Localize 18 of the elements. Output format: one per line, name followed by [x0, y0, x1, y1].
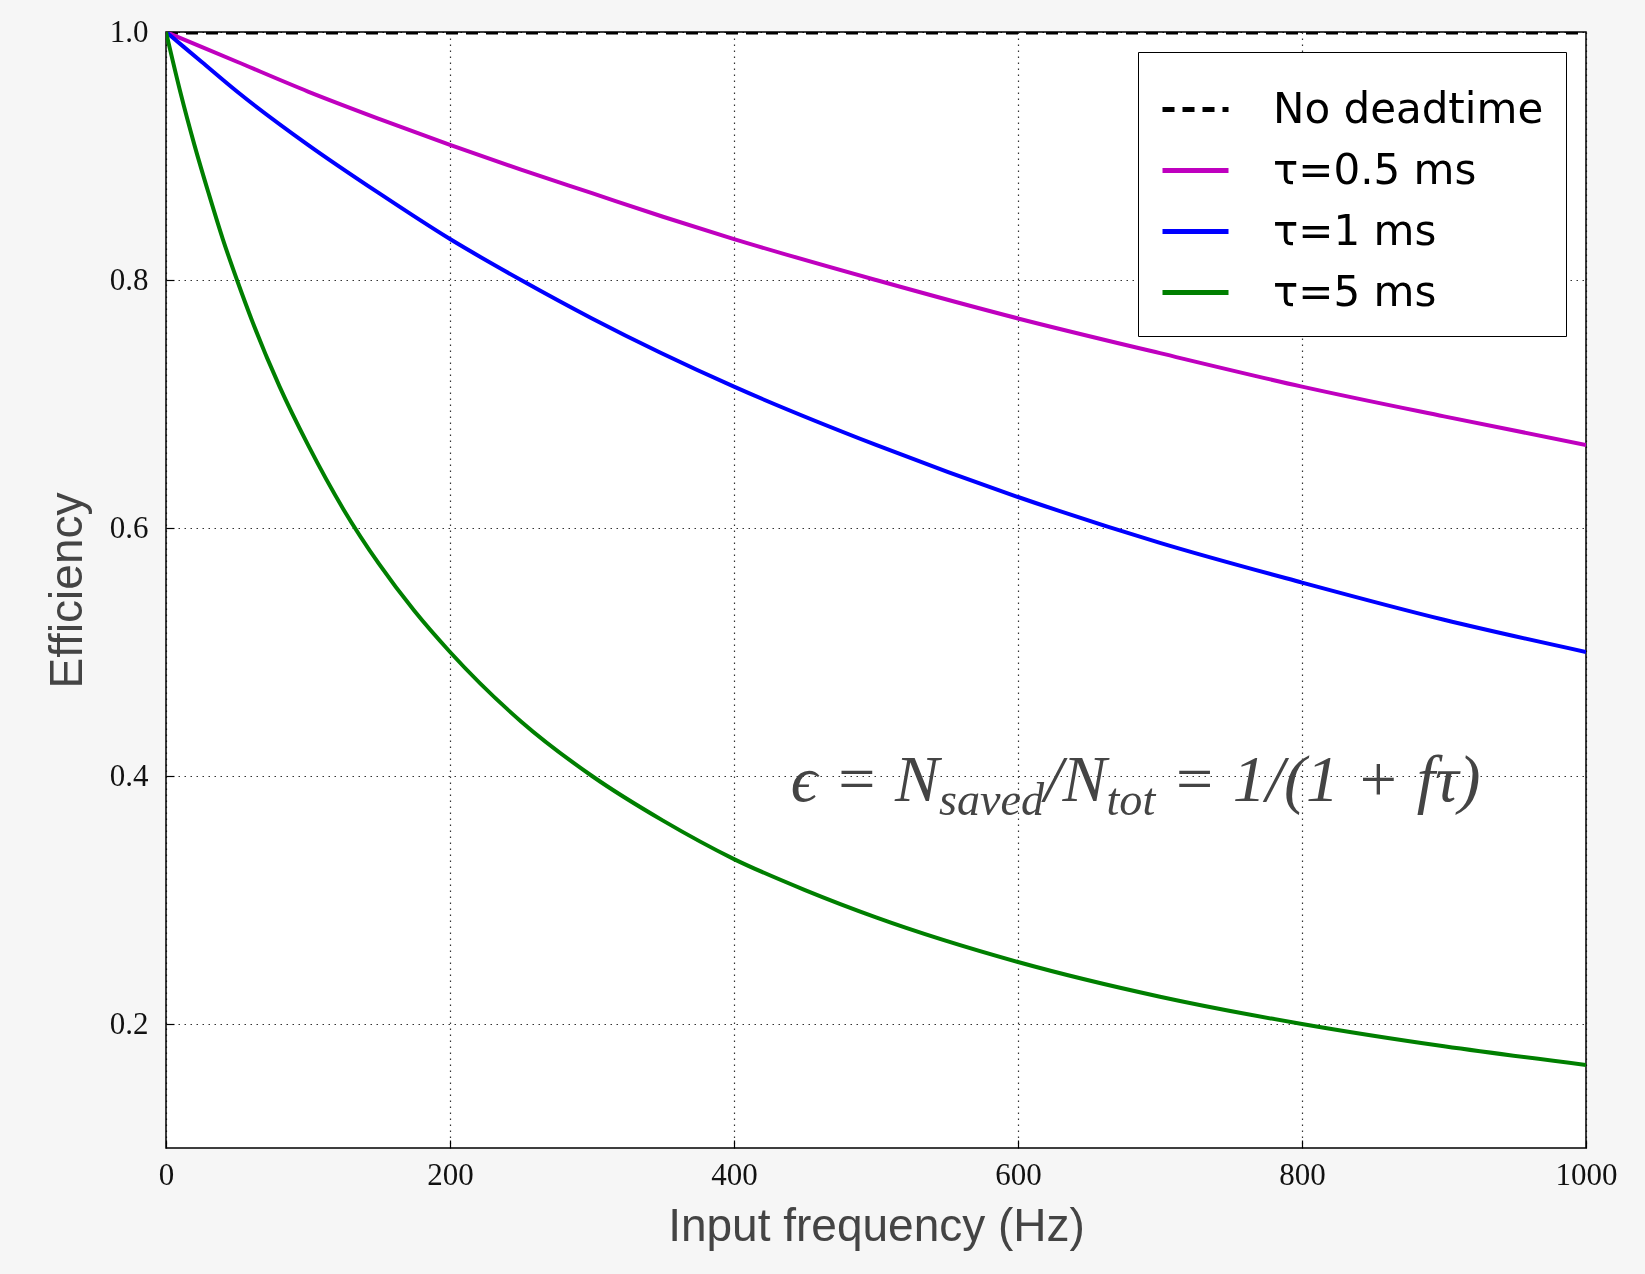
x-tick-label: 200 — [427, 1156, 474, 1192]
x-axis-title: Input frequency (Hz) — [668, 1198, 1085, 1251]
x-tick-label: 600 — [995, 1156, 1042, 1192]
y-tick-label: 0.6 — [109, 509, 149, 545]
legend-label: τ=5 ms — [1273, 266, 1437, 316]
x-tick-label: 400 — [711, 1156, 758, 1192]
x-tick-label: 0 — [158, 1156, 175, 1192]
y-axis-title: Efficiency — [39, 492, 92, 689]
y-tick-label: 0.2 — [109, 1005, 149, 1041]
x-tick-label: 800 — [1279, 1156, 1326, 1192]
legend-label: No deadtime — [1273, 83, 1544, 133]
y-tick-label: 0.8 — [109, 261, 149, 297]
y-tick-label: 1.0 — [109, 13, 149, 49]
x-tick-label: 1000 — [1555, 1156, 1618, 1192]
legend-label: τ=0.5 ms — [1273, 144, 1477, 194]
y-tick-label: 0.4 — [109, 757, 149, 793]
legend-label: τ=1 ms — [1273, 205, 1437, 255]
annotation: ϵ = N$_{saved}$/N$_{tot}$ = 1/(1 + fτ) — [790, 742, 1481, 826]
